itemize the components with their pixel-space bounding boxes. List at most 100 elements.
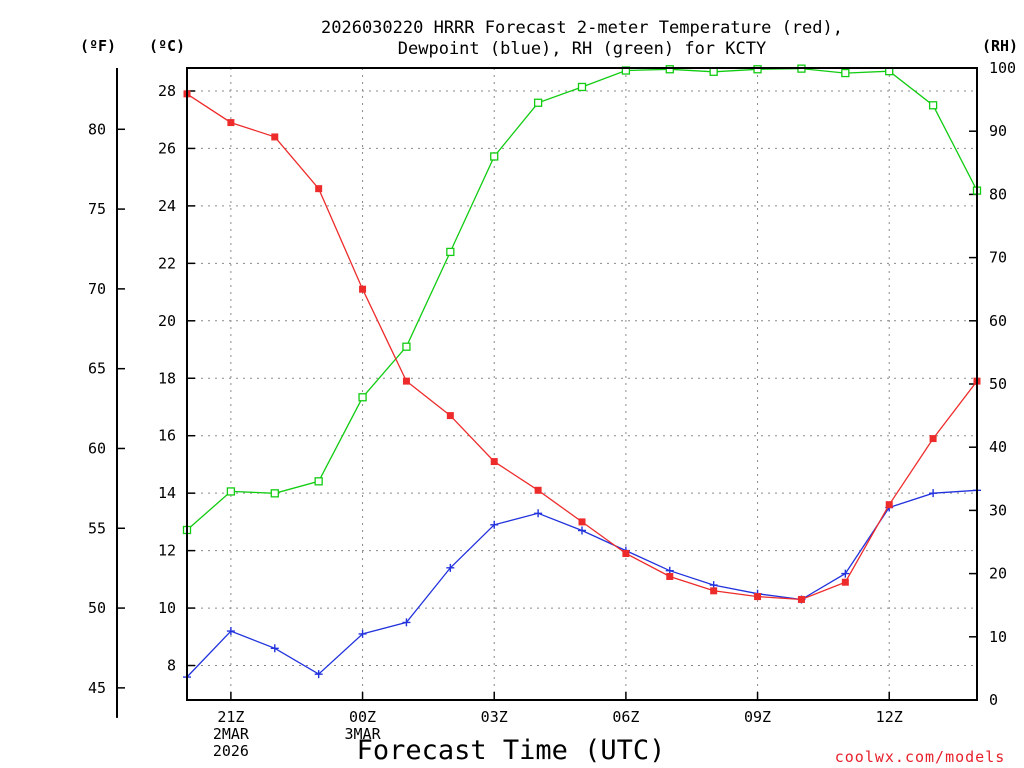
rh-tick-label: 60 [989,312,1007,330]
temperature-point [490,458,498,466]
temperature-point [622,549,630,557]
rh-point [928,101,938,110]
temperature-point [271,133,279,141]
fahrenheit-tick-label: 70 [88,280,106,298]
rh-point [358,393,367,402]
temperature-point [841,578,849,586]
rh-point [841,68,850,78]
chart-title: 2026030220 HRRR Forecast 2-meter Tempera… [321,18,843,59]
rh-point [577,82,587,92]
series-rh [182,64,982,535]
time-tick-label: 21Z [217,708,244,726]
rh-axis: 0 10 20 30 40 50 60 70 80 90 100 [969,59,1016,709]
celsius-tick-label: 14 [158,484,176,502]
rh-point [402,342,411,351]
rh-tick-label: 20 [989,565,1007,583]
celsius-tick-label: 28 [158,82,176,100]
rh-unit-label: (RH) [982,37,1018,55]
temperature-point [359,285,367,293]
temperature-point [315,185,323,193]
fahrenheit-tick-label: 60 [88,439,106,457]
time-tick-label: 2026 [213,742,249,760]
temperature-point [754,593,762,601]
rh-point [753,65,762,74]
temperature-point [227,119,235,127]
temperature-point [797,595,805,603]
rh-point [709,67,718,76]
rh-tick-label: 100 [989,59,1016,77]
fahrenheit-tick-label: 55 [88,519,106,537]
dewpoint-point [270,644,279,653]
dewpoint-line [186,489,978,678]
celsius-tick-label: 24 [158,197,176,215]
dewpoint-point [402,618,411,627]
dewpoint-point [578,526,586,535]
dewpoint-point [490,520,499,529]
celsius-tick-label: 22 [158,254,176,272]
rh-tick-label: 50 [989,375,1007,393]
fahrenheit-tick-label: 75 [88,200,106,218]
dewpoint-point [358,629,367,638]
dewpoint-point [534,509,543,518]
rh-tick-label: 30 [989,501,1007,519]
celsius-axis: 8 10 12 14 16 18 20 22 24 26 28 [158,82,195,675]
rh-tick-label: 70 [989,249,1007,267]
title-line-1: 2026030220 HRRR Forecast 2-meter Tempera… [321,18,843,38]
celsius-tick-label: 12 [158,542,176,560]
temperature-point [534,486,542,494]
temperature-point [578,518,586,526]
rh-point [270,489,279,498]
fahrenheit-axis: 45 50 55 60 65 70 75 80 [88,68,125,718]
source-credit: coolwx.com/models [835,748,1006,766]
dewpoint-point [226,627,235,636]
series-temperature [183,90,981,603]
dewpoint-point [841,569,850,578]
rh-line [186,67,978,531]
x-axis-title: Forecast Time (UTC) [357,735,666,766]
celsius-tick-label: 8 [167,657,176,675]
fahrenheit-tick-label: 45 [88,679,106,697]
temperature-point [710,587,718,595]
celsius-tick-label: 18 [158,369,176,387]
celsius-tick-label: 20 [158,312,176,330]
grid-lines [187,68,977,700]
temperature-point [666,572,674,580]
fahrenheit-tick-label: 50 [88,599,106,617]
time-tick-label: 03Z [481,708,508,726]
time-tick-label: 3MAR [344,725,381,743]
rh-point [665,65,674,74]
rh-tick-label: 0 [989,691,998,709]
celsius-tick-label: 10 [158,599,176,617]
rh-point [446,247,455,257]
data-series [182,64,982,682]
fahrenheit-unit-label: (ºF) [80,37,116,55]
title-line-2: Dewpoint (blue), RH (green) for KCTY [398,39,766,59]
rh-point [226,487,236,496]
rh-point [490,152,499,161]
rh-tick-label: 90 [989,122,1007,140]
celsius-tick-label: 26 [158,139,176,157]
rh-tick-label: 80 [989,185,1007,203]
dewpoint-point [314,670,323,679]
celsius-tick-label: 16 [158,427,176,445]
temperature-point [402,377,410,385]
dewpoint-point [929,489,938,498]
rh-point [314,477,323,486]
time-tick-label: 00Z [349,708,376,726]
series-dewpoint [183,486,981,682]
rh-tick-label: 10 [989,628,1007,646]
temperature-point [446,412,454,420]
time-tick-label: 12Z [876,708,903,726]
rh-point [533,98,543,107]
temperature-point [929,435,937,443]
time-tick-label: 2MAR [213,725,250,743]
time-tick-label: 09Z [744,708,771,726]
temperature-point [885,501,893,509]
fahrenheit-tick-label: 65 [88,360,106,378]
time-tick-label: 06Z [612,708,639,726]
celsius-unit-label: (ºC) [149,37,185,55]
rh-tick-label: 40 [989,438,1007,456]
fahrenheit-tick-label: 80 [88,120,106,138]
